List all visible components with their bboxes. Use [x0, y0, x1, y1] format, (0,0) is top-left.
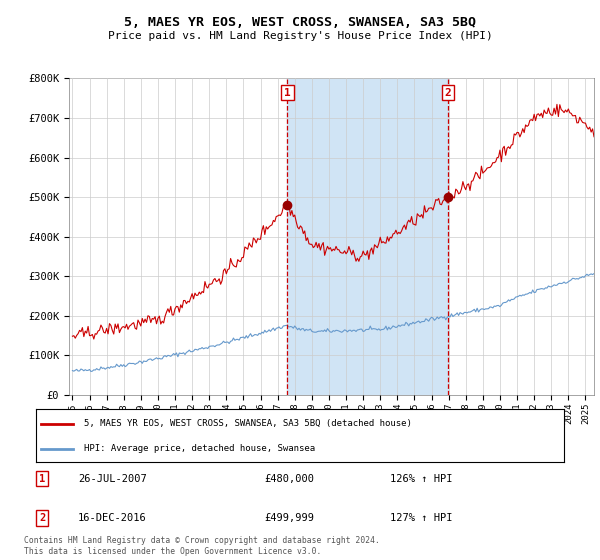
Text: 2: 2 [39, 513, 45, 523]
Text: 16-DEC-2016: 16-DEC-2016 [78, 513, 147, 523]
Text: Contains HM Land Registry data © Crown copyright and database right 2024.
This d: Contains HM Land Registry data © Crown c… [24, 536, 380, 556]
Text: £480,000: £480,000 [264, 474, 314, 484]
Text: 2: 2 [445, 87, 451, 97]
Text: 127% ↑ HPI: 127% ↑ HPI [390, 513, 452, 523]
Text: 126% ↑ HPI: 126% ↑ HPI [390, 474, 452, 484]
Text: 5, MAES YR EOS, WEST CROSS, SWANSEA, SA3 5BQ: 5, MAES YR EOS, WEST CROSS, SWANSEA, SA3… [124, 16, 476, 29]
Text: 1: 1 [39, 474, 45, 484]
Bar [287, 78, 448, 395]
Text: £499,999: £499,999 [264, 513, 314, 523]
Text: 1: 1 [284, 87, 291, 97]
Text: HPI: Average price, detached house, Swansea: HPI: Average price, detached house, Swan… [83, 444, 314, 453]
Text: 26-JUL-2007: 26-JUL-2007 [78, 474, 147, 484]
Text: Price paid vs. HM Land Registry's House Price Index (HPI): Price paid vs. HM Land Registry's House … [107, 31, 493, 41]
Text: 5, MAES YR EOS, WEST CROSS, SWANSEA, SA3 5BQ (detached house): 5, MAES YR EOS, WEST CROSS, SWANSEA, SA3… [83, 419, 412, 428]
